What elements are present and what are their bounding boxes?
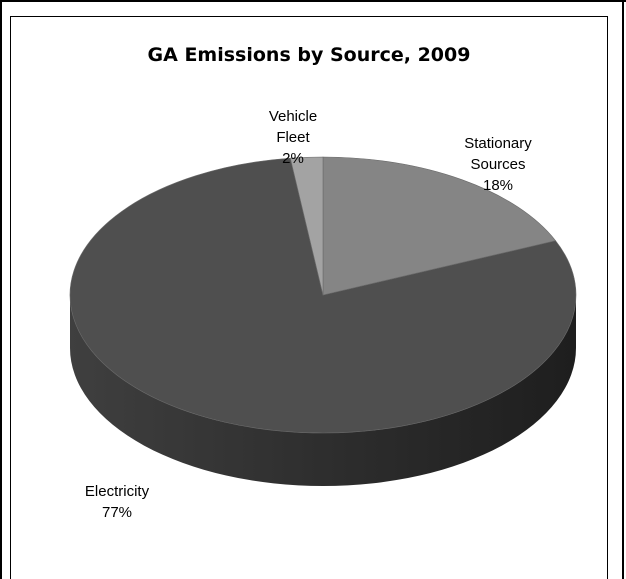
data-label-stationary-sources: Stationary Sources 18%: [464, 135, 532, 194]
plot-border-top: [10, 16, 608, 17]
data-label-electricity: Electricity 77%: [85, 483, 150, 521]
outer-border-top: [0, 0, 626, 2]
data-label-vehicle-fleet: Vehicle Fleet 2%: [269, 108, 317, 167]
pie-slice-electricity: [69, 157, 577, 434]
outer-border-left: [0, 0, 2, 579]
chart-title: GA Emissions by Source, 2009: [147, 44, 471, 66]
pie-side-wall: [70, 295, 576, 486]
pie-slice-vehicle-fleet: [289, 156, 324, 296]
outer-border-right: [622, 0, 624, 579]
plot-border-left: [10, 16, 11, 579]
plot-border-right: [607, 16, 608, 579]
pie-slice-stationary-sources: [322, 156, 557, 296]
